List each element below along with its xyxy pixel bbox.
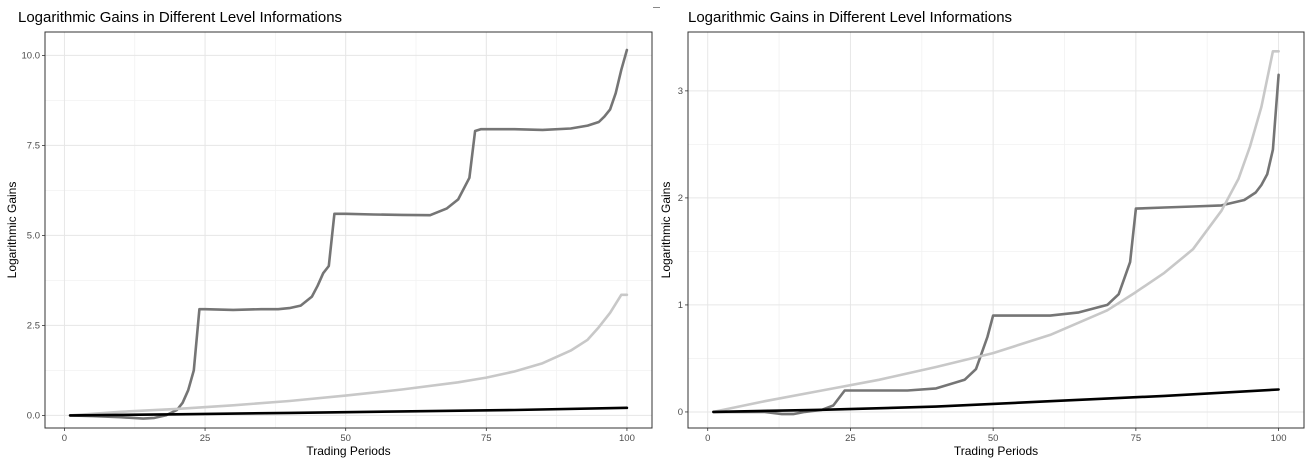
x-tick-label: 50 <box>988 433 999 444</box>
chart-panel-left: Logarithmic Gains in Different Level Inf… <box>5 9 653 458</box>
y-axis-title: Logarithmic Gains <box>5 182 19 279</box>
x-tick-label: 100 <box>619 433 635 444</box>
x-tick-label: 75 <box>1131 433 1142 444</box>
chart-svg: 0 25 50 75 100 0.0 2.5 5.0 7.5 10.0 Trading Period… <box>5 31 653 458</box>
y-tick-label: 1 <box>678 300 683 311</box>
plot-border <box>687 31 1305 429</box>
y-tick-label: 10.0 <box>22 50 41 61</box>
plot-background <box>45 32 652 428</box>
plot-border <box>44 31 653 429</box>
y-tick-label: 0 <box>678 407 683 418</box>
plot-background <box>688 32 1304 428</box>
x-axis-title: Trading Periods <box>306 444 390 458</box>
chart-title: Logarithmic Gains in Different Level Inf… <box>688 9 1013 26</box>
chart-panel-right: Logarithmic Gains in Different Level Inf… <box>655 0 1309 461</box>
series-line <box>68 293 629 417</box>
x-tick-label: 100 <box>1271 433 1287 444</box>
x-axis-title: Trading Periods <box>954 444 1038 458</box>
chart-title: Logarithmic Gains in Different Level Inf… <box>18 9 343 26</box>
x-tick-label: 0 <box>705 433 710 444</box>
divider-mark <box>653 7 660 8</box>
y-tick-label: 5.0 <box>27 230 40 241</box>
y-axis-title: Logarithmic Gains <box>659 182 673 279</box>
y-tick-label: 7.5 <box>27 140 40 151</box>
x-tick-label: 25 <box>845 433 856 444</box>
y-tick-label: 2.5 <box>27 320 40 331</box>
series-line <box>68 406 629 417</box>
x-tick-label: 75 <box>481 433 492 444</box>
series-line <box>712 50 1280 414</box>
series-line <box>68 48 629 420</box>
series-line <box>712 388 1280 414</box>
x-tick-label: 0 <box>62 433 67 444</box>
chart-svg: 0 25 50 75 100 0 1 2 3 Trading Periods Logarithmic… <box>659 31 1305 458</box>
x-tick-label: 25 <box>200 433 211 444</box>
y-tick-label: 3 <box>678 86 683 97</box>
y-tick-label: 2 <box>678 193 683 204</box>
x-tick-label: 50 <box>340 433 351 444</box>
series-line <box>712 73 1280 416</box>
y-tick-label: 0.0 <box>27 410 40 421</box>
